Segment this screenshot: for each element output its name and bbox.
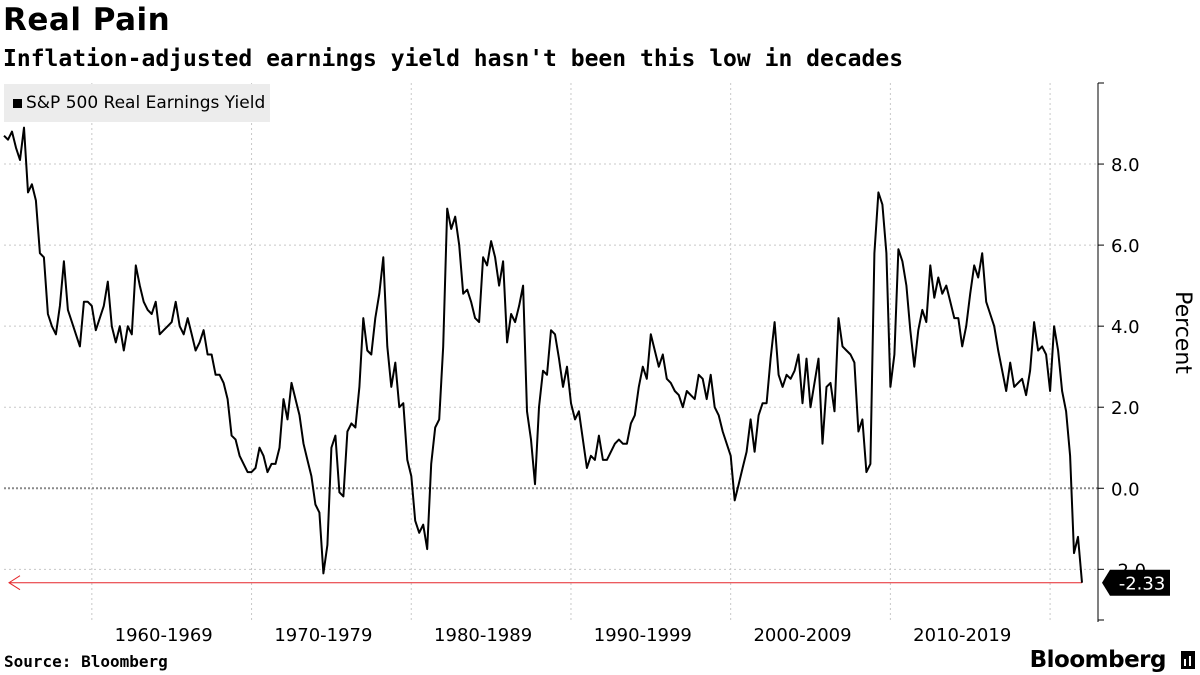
legend-swatch: [13, 99, 22, 108]
y-tick-label-3: 4.0: [1111, 317, 1140, 338]
chart-subtitle: Inflation-adjusted earnings yield hasn't…: [3, 46, 904, 72]
series-line-sp500-real-earnings-yield: [3, 126, 1083, 583]
last-value-flag: [1102, 569, 1170, 596]
y-tick-label-5: 8.0: [1111, 155, 1140, 176]
reference-arrowhead: [8, 575, 21, 591]
x-tick-label-0: 1960-1969: [115, 625, 213, 646]
x-tick-label-5: 2010-2019: [913, 625, 1011, 646]
chart-title: Real Pain: [3, 2, 171, 38]
x-tick-label-1: 1970-1979: [274, 625, 372, 646]
y-tick-label-1: 0.0: [1111, 479, 1140, 500]
x-tick-label-3: 1990-1999: [594, 625, 692, 646]
chart-legend: S&P 500 Real Earnings Yield: [4, 84, 270, 122]
last-value-label: -2.33: [1119, 574, 1166, 595]
brand-logo: Bloomberg: [1029, 647, 1167, 673]
y-tick-label-2: 2.0: [1111, 398, 1140, 419]
x-tick-label-4: 2000-2009: [753, 625, 851, 646]
legend-label: S&P 500 Real Earnings Yield: [26, 93, 266, 113]
y-tick-label-4: 6.0: [1111, 236, 1140, 257]
source-note: Source: Bloomberg: [4, 652, 168, 671]
y-axis-label: Percent: [1170, 291, 1195, 374]
x-tick-label-2: 1980-1989: [434, 625, 532, 646]
bloomberg-chart-icon: [1181, 651, 1195, 669]
